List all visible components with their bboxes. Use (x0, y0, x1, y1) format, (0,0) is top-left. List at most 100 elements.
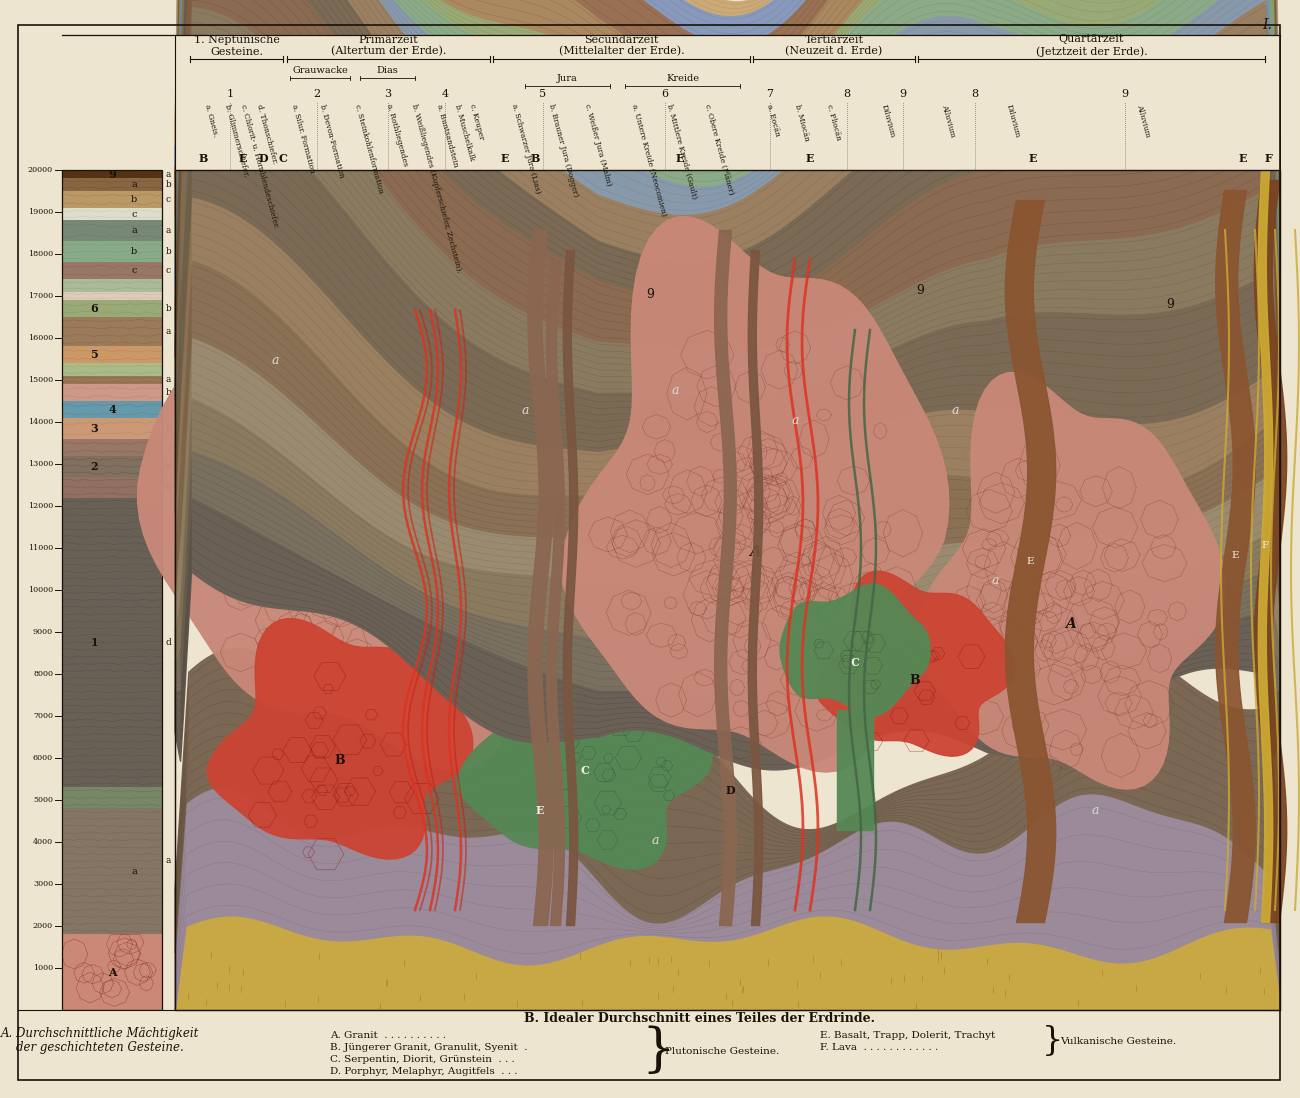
Text: a: a (272, 354, 278, 367)
Bar (62, 191, 162, 208)
Bar (176, 35, 1280, 170)
Text: F. Lava  . . . . . . . . . . . .: F. Lava . . . . . . . . . . . . (820, 1042, 939, 1052)
Bar (176, 35, 1280, 170)
Text: b. Weißliegendes (Kupferschiefer, Zechstein).: b. Weißliegendes (Kupferschiefer, Zechst… (410, 103, 463, 274)
Bar (62, 363, 162, 376)
Text: a: a (952, 403, 959, 416)
Polygon shape (176, 197, 1280, 576)
Bar (62, 178, 162, 191)
Text: a: a (166, 170, 172, 179)
Text: a. Eocän: a. Eocän (764, 103, 781, 137)
Polygon shape (915, 372, 1225, 789)
Bar (62, 292, 162, 300)
Polygon shape (176, 0, 1280, 296)
Text: 2: 2 (90, 460, 97, 472)
Polygon shape (176, 337, 1280, 642)
Text: 1000: 1000 (32, 964, 53, 972)
Polygon shape (176, 0, 1280, 168)
Text: C: C (278, 153, 287, 164)
Text: Primärzeit
(Altertum der Erde).: Primärzeit (Altertum der Erde). (330, 35, 446, 57)
Polygon shape (207, 618, 473, 859)
Bar (176, 170, 1280, 1010)
Text: Diluvium: Diluvium (880, 103, 897, 138)
Text: a: a (991, 573, 998, 586)
Text: 17000: 17000 (27, 292, 53, 300)
Text: 19000: 19000 (27, 208, 53, 216)
Text: a: a (131, 226, 136, 235)
Text: Plutonische Gesteine.: Plutonische Gesteine. (666, 1046, 779, 1055)
Text: B: B (910, 673, 920, 686)
Text: 4: 4 (108, 404, 116, 415)
Polygon shape (176, 0, 1280, 261)
Polygon shape (176, 450, 1280, 690)
Polygon shape (176, 0, 1280, 358)
Text: a. Silur. Formation: a. Silur. Formation (290, 103, 316, 173)
Text: 1. Neptunische
Gesteine.: 1. Neptunische Gesteine. (194, 35, 280, 57)
Text: 9: 9 (108, 169, 116, 180)
Bar (62, 221, 162, 242)
Text: 13000: 13000 (27, 460, 53, 468)
Text: c: c (131, 267, 136, 276)
Text: 10000: 10000 (27, 586, 53, 594)
Text: B. Jüngerer Granit, Granulit, Syenit  .: B. Jüngerer Granit, Granulit, Syenit . (330, 1042, 528, 1052)
Text: 3: 3 (90, 423, 97, 434)
Text: a. Buntsandstein: a. Buntsandstein (436, 103, 459, 168)
Text: b. Mittlere Kreide (Gault): b. Mittlere Kreide (Gault) (666, 103, 698, 200)
Text: 6000: 6000 (32, 754, 53, 762)
Bar (18, 1010, 1280, 1076)
Bar (62, 787, 162, 808)
Text: 8: 8 (971, 89, 979, 100)
Text: c: c (166, 195, 172, 204)
Text: 8: 8 (844, 89, 850, 100)
Text: Secundärzeit
(Mittelalter der Erde).: Secundärzeit (Mittelalter der Erde). (559, 35, 684, 57)
Bar (62, 300, 162, 317)
Bar (62, 384, 162, 401)
Text: a: a (1091, 804, 1098, 817)
Polygon shape (176, 0, 1280, 188)
Polygon shape (837, 710, 874, 830)
Text: 4: 4 (442, 89, 448, 100)
Text: c. Steinkohlenformation: c. Steinkohlenformation (354, 103, 385, 194)
Polygon shape (562, 216, 949, 772)
Text: c: c (131, 210, 136, 219)
Polygon shape (815, 571, 1015, 757)
Text: a: a (166, 442, 172, 451)
Text: Alluvium: Alluvium (940, 103, 957, 138)
Text: F: F (1261, 541, 1269, 550)
Polygon shape (176, 496, 1280, 770)
Text: b: b (166, 304, 172, 313)
Text: b: b (131, 247, 136, 257)
Text: c. Chlorit- u. Hornblendeschiefer.: c. Chlorit- u. Hornblendeschiefer. (239, 103, 280, 228)
Text: a: a (131, 867, 136, 876)
Text: Tertiärzeit
(Neuzeit d. Erde): Tertiärzeit (Neuzeit d. Erde) (785, 35, 883, 57)
Text: E: E (536, 805, 545, 816)
Text: A. Durchschnittliche Mächtigkeit: A. Durchschnittliche Mächtigkeit (1, 1027, 199, 1040)
Bar (62, 170, 162, 178)
Polygon shape (176, 0, 1280, 317)
Text: d: d (166, 638, 172, 647)
Text: I.: I. (1262, 18, 1271, 32)
Text: 6: 6 (90, 303, 97, 314)
Text: c. Weißer Jura (Malm): c. Weißer Jura (Malm) (582, 103, 612, 187)
Text: c: c (166, 405, 172, 414)
Text: E: E (1028, 153, 1037, 164)
Text: a: a (792, 414, 798, 426)
Bar (62, 170, 162, 1010)
Text: 3000: 3000 (32, 879, 53, 888)
Text: A: A (1065, 617, 1075, 631)
Polygon shape (780, 584, 930, 716)
Text: D. Porphyr, Melaphyr, Augitfels  . . .: D. Porphyr, Melaphyr, Augitfels . . . (330, 1066, 517, 1076)
Text: Jura: Jura (558, 75, 579, 83)
Polygon shape (176, 397, 1280, 664)
Text: a: a (651, 833, 659, 847)
Text: d. Thonschiefer.: d. Thonschiefer. (255, 103, 278, 165)
Text: A: A (108, 966, 116, 977)
Text: a: a (166, 376, 172, 384)
Bar (176, 170, 1280, 1010)
Text: Alluvium: Alluvium (1135, 103, 1152, 138)
Text: b. Brauner Jura (Dogger): b. Brauner Jura (Dogger) (547, 103, 580, 198)
Text: 16000: 16000 (27, 334, 53, 341)
Text: a. Gneis.: a. Gneis. (203, 103, 220, 137)
Text: a: a (131, 180, 136, 189)
Text: F: F (1264, 153, 1271, 164)
